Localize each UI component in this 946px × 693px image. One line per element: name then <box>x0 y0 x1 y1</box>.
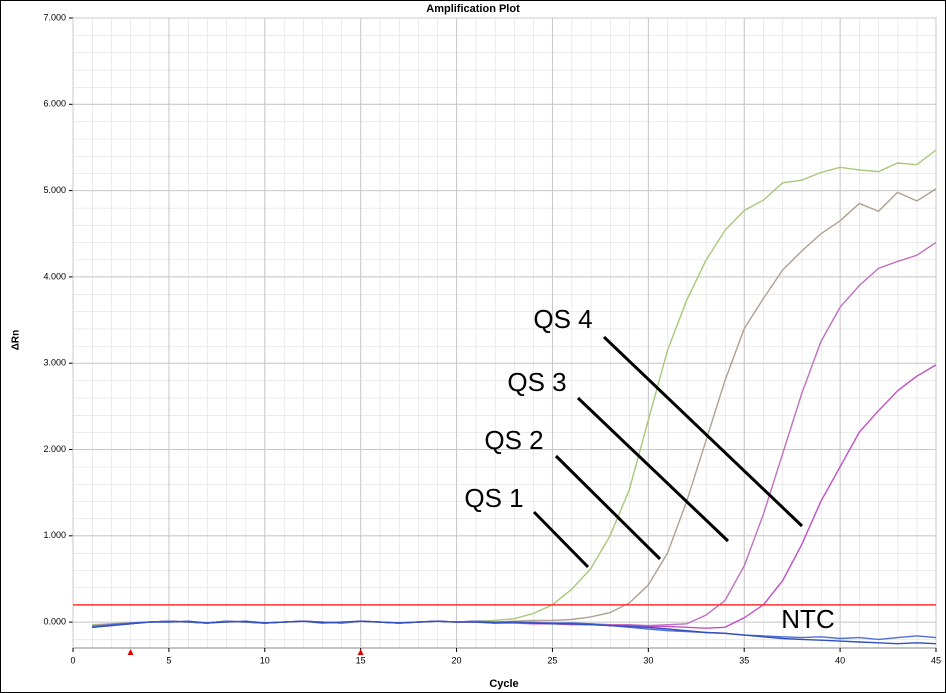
series-annotation: NTC <box>781 604 834 634</box>
x-tick-label: 10 <box>260 655 270 665</box>
y-tick-label: 2.000 <box>43 444 66 454</box>
x-tick-label: 5 <box>166 655 171 665</box>
series-annotation: QS 3 <box>507 367 566 397</box>
series-line <box>92 620 937 645</box>
leader-line <box>602 335 804 528</box>
series-annotation: QS 1 <box>464 483 523 513</box>
y-tick-label: 0.000 <box>43 616 66 626</box>
x-axis-label: Cycle <box>489 678 518 690</box>
baseline-marker <box>127 649 134 655</box>
y-tick-label: 6.000 <box>43 99 66 109</box>
series-annotation: QS 4 <box>533 304 592 334</box>
leader-line <box>576 396 730 543</box>
leader-line <box>554 454 662 561</box>
y-tick-label: 4.000 <box>43 271 66 281</box>
plot-area <box>72 17 937 649</box>
x-tick-label: 25 <box>547 655 557 665</box>
chart-title: Amplification Plot <box>426 3 520 15</box>
x-tick-label: 30 <box>643 655 653 665</box>
leader-line <box>532 510 590 569</box>
x-tick-label: 0 <box>70 655 75 665</box>
x-tick-label: 20 <box>452 655 462 665</box>
x-tick-label: 15 <box>356 655 366 665</box>
x-tick-label: 45 <box>931 655 941 665</box>
baseline-marker <box>357 649 364 655</box>
x-tick-label: 40 <box>835 655 845 665</box>
y-tick-label: 5.000 <box>43 185 66 195</box>
x-tick-label: 35 <box>739 655 749 665</box>
y-tick-label: 1.000 <box>43 530 66 540</box>
y-axis-label: ΔRn <box>11 330 22 351</box>
series-annotation: QS 2 <box>484 425 543 455</box>
y-tick-label: 7.000 <box>43 12 66 22</box>
y-tick-label: 3.000 <box>43 358 66 368</box>
